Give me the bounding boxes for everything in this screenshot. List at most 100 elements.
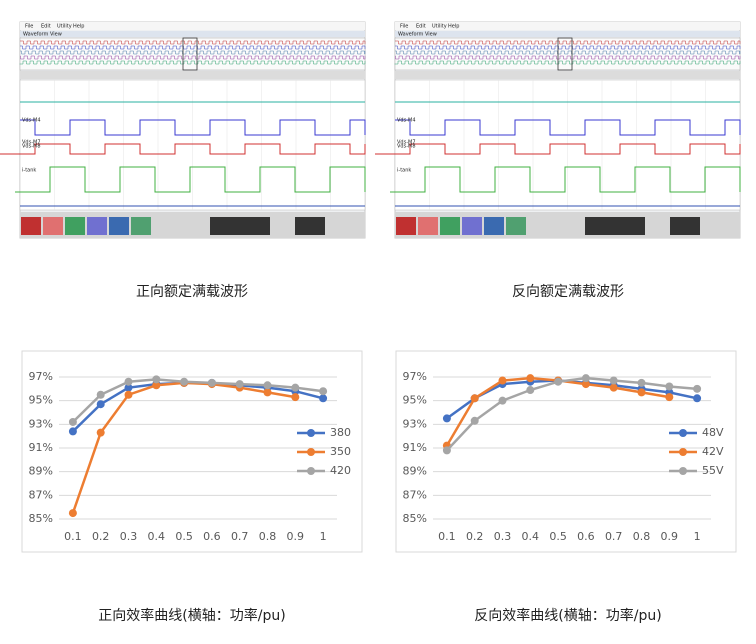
zoom-window [557,37,573,71]
caption: 反向效率曲线(横轴：功率/pu) [474,607,661,624]
x-tick-label: 0.9 [287,530,305,543]
x-tick-label: 0.5 [549,530,567,543]
y-tick-label: 89% [403,465,427,478]
menu-item: File [25,24,33,30]
overview-trace [20,50,366,55]
y-tick-label: 85% [29,512,53,525]
y-tick-label: 87% [29,488,53,501]
y-tick-label: 89% [29,465,53,478]
menu-item: File [400,24,408,30]
menu-item: Help [73,24,84,30]
x-tick-label: 0.2 [466,530,484,543]
overview-trace [395,40,741,45]
point [96,400,105,409]
channel-box [396,217,416,235]
trigger-box [295,217,325,235]
x-tick-label: 0.9 [661,530,679,543]
point [96,428,105,437]
point [124,390,133,399]
acq-box [210,217,270,235]
point [442,446,451,455]
x-tick-label: 0.2 [92,530,110,543]
y-tick-label: 91% [29,441,53,454]
channel-box [484,217,504,235]
legend-marker [679,429,687,437]
point [609,376,618,385]
view-title: Waveform View [23,32,62,38]
x-tick-label: 0.6 [577,530,595,543]
toolbar [395,71,740,79]
channel-box [109,217,129,235]
point [442,414,451,423]
overview-trace [395,45,741,50]
y-tick-label: 87% [403,488,427,501]
x-tick-label: 0.3 [494,530,512,543]
y-tick-label: 93% [403,417,427,430]
x-tick-label: 0.8 [633,530,651,543]
overview-trace [394,60,741,65]
legend-marker [307,429,315,437]
channel-box [440,217,460,235]
point [498,376,507,385]
point [319,394,328,403]
point [263,381,272,390]
point [180,377,189,386]
legend-marker [307,448,315,456]
view-title: Waveform View [398,32,437,38]
x-tick-label: 0.3 [120,530,138,543]
point [609,383,618,392]
point [291,383,300,392]
overview-trace [20,45,366,50]
point [665,393,674,402]
legend-marker [679,448,687,456]
point [581,380,590,389]
caption: 反向额定满载波形 [512,284,624,300]
point [637,378,646,387]
point [470,394,479,403]
oscilloscope-screenshot: File Edit Utility Help Waveform View Vds-M4 Vd… [0,21,366,239]
channel-box [506,217,526,235]
overview-trace [395,55,741,60]
legend-label: 380 [330,426,351,439]
channel-box [462,217,482,235]
y-tick-label: 95% [403,394,427,407]
trace-label: i-tank [397,168,411,174]
point [152,375,161,384]
legend-label: 420 [330,464,351,477]
point [581,374,590,383]
point [693,394,702,403]
channel-box [65,217,85,235]
point [526,386,535,395]
legend-label: 48V [702,426,724,439]
y-tick-label: 95% [29,394,53,407]
x-tick-label: 0.1 [64,530,82,543]
channel-box [131,217,151,235]
y-tick-label: 97% [403,370,427,383]
menu-item: Edit [416,24,426,30]
channel-box [21,217,41,235]
x-tick-label: 1 [320,530,327,543]
trace-blue [395,119,741,136]
trace-green [390,166,741,193]
point [498,396,507,405]
point [152,381,161,390]
overview-trace [20,55,366,60]
overview-trace [19,60,366,65]
point [291,393,300,402]
point [637,388,646,397]
toolbar [20,71,365,79]
point [470,416,479,425]
point [235,380,244,389]
point [68,417,77,426]
series-line [72,378,324,423]
trace-green [15,166,366,193]
point [693,384,702,393]
overview-trace [395,50,741,55]
x-tick-label: 0.6 [203,530,221,543]
legend-label: 350 [330,445,351,458]
point [68,427,77,436]
menu-item: Edit [41,24,51,30]
y-tick-label: 93% [29,417,53,430]
x-tick-label: 0.4 [522,530,540,543]
